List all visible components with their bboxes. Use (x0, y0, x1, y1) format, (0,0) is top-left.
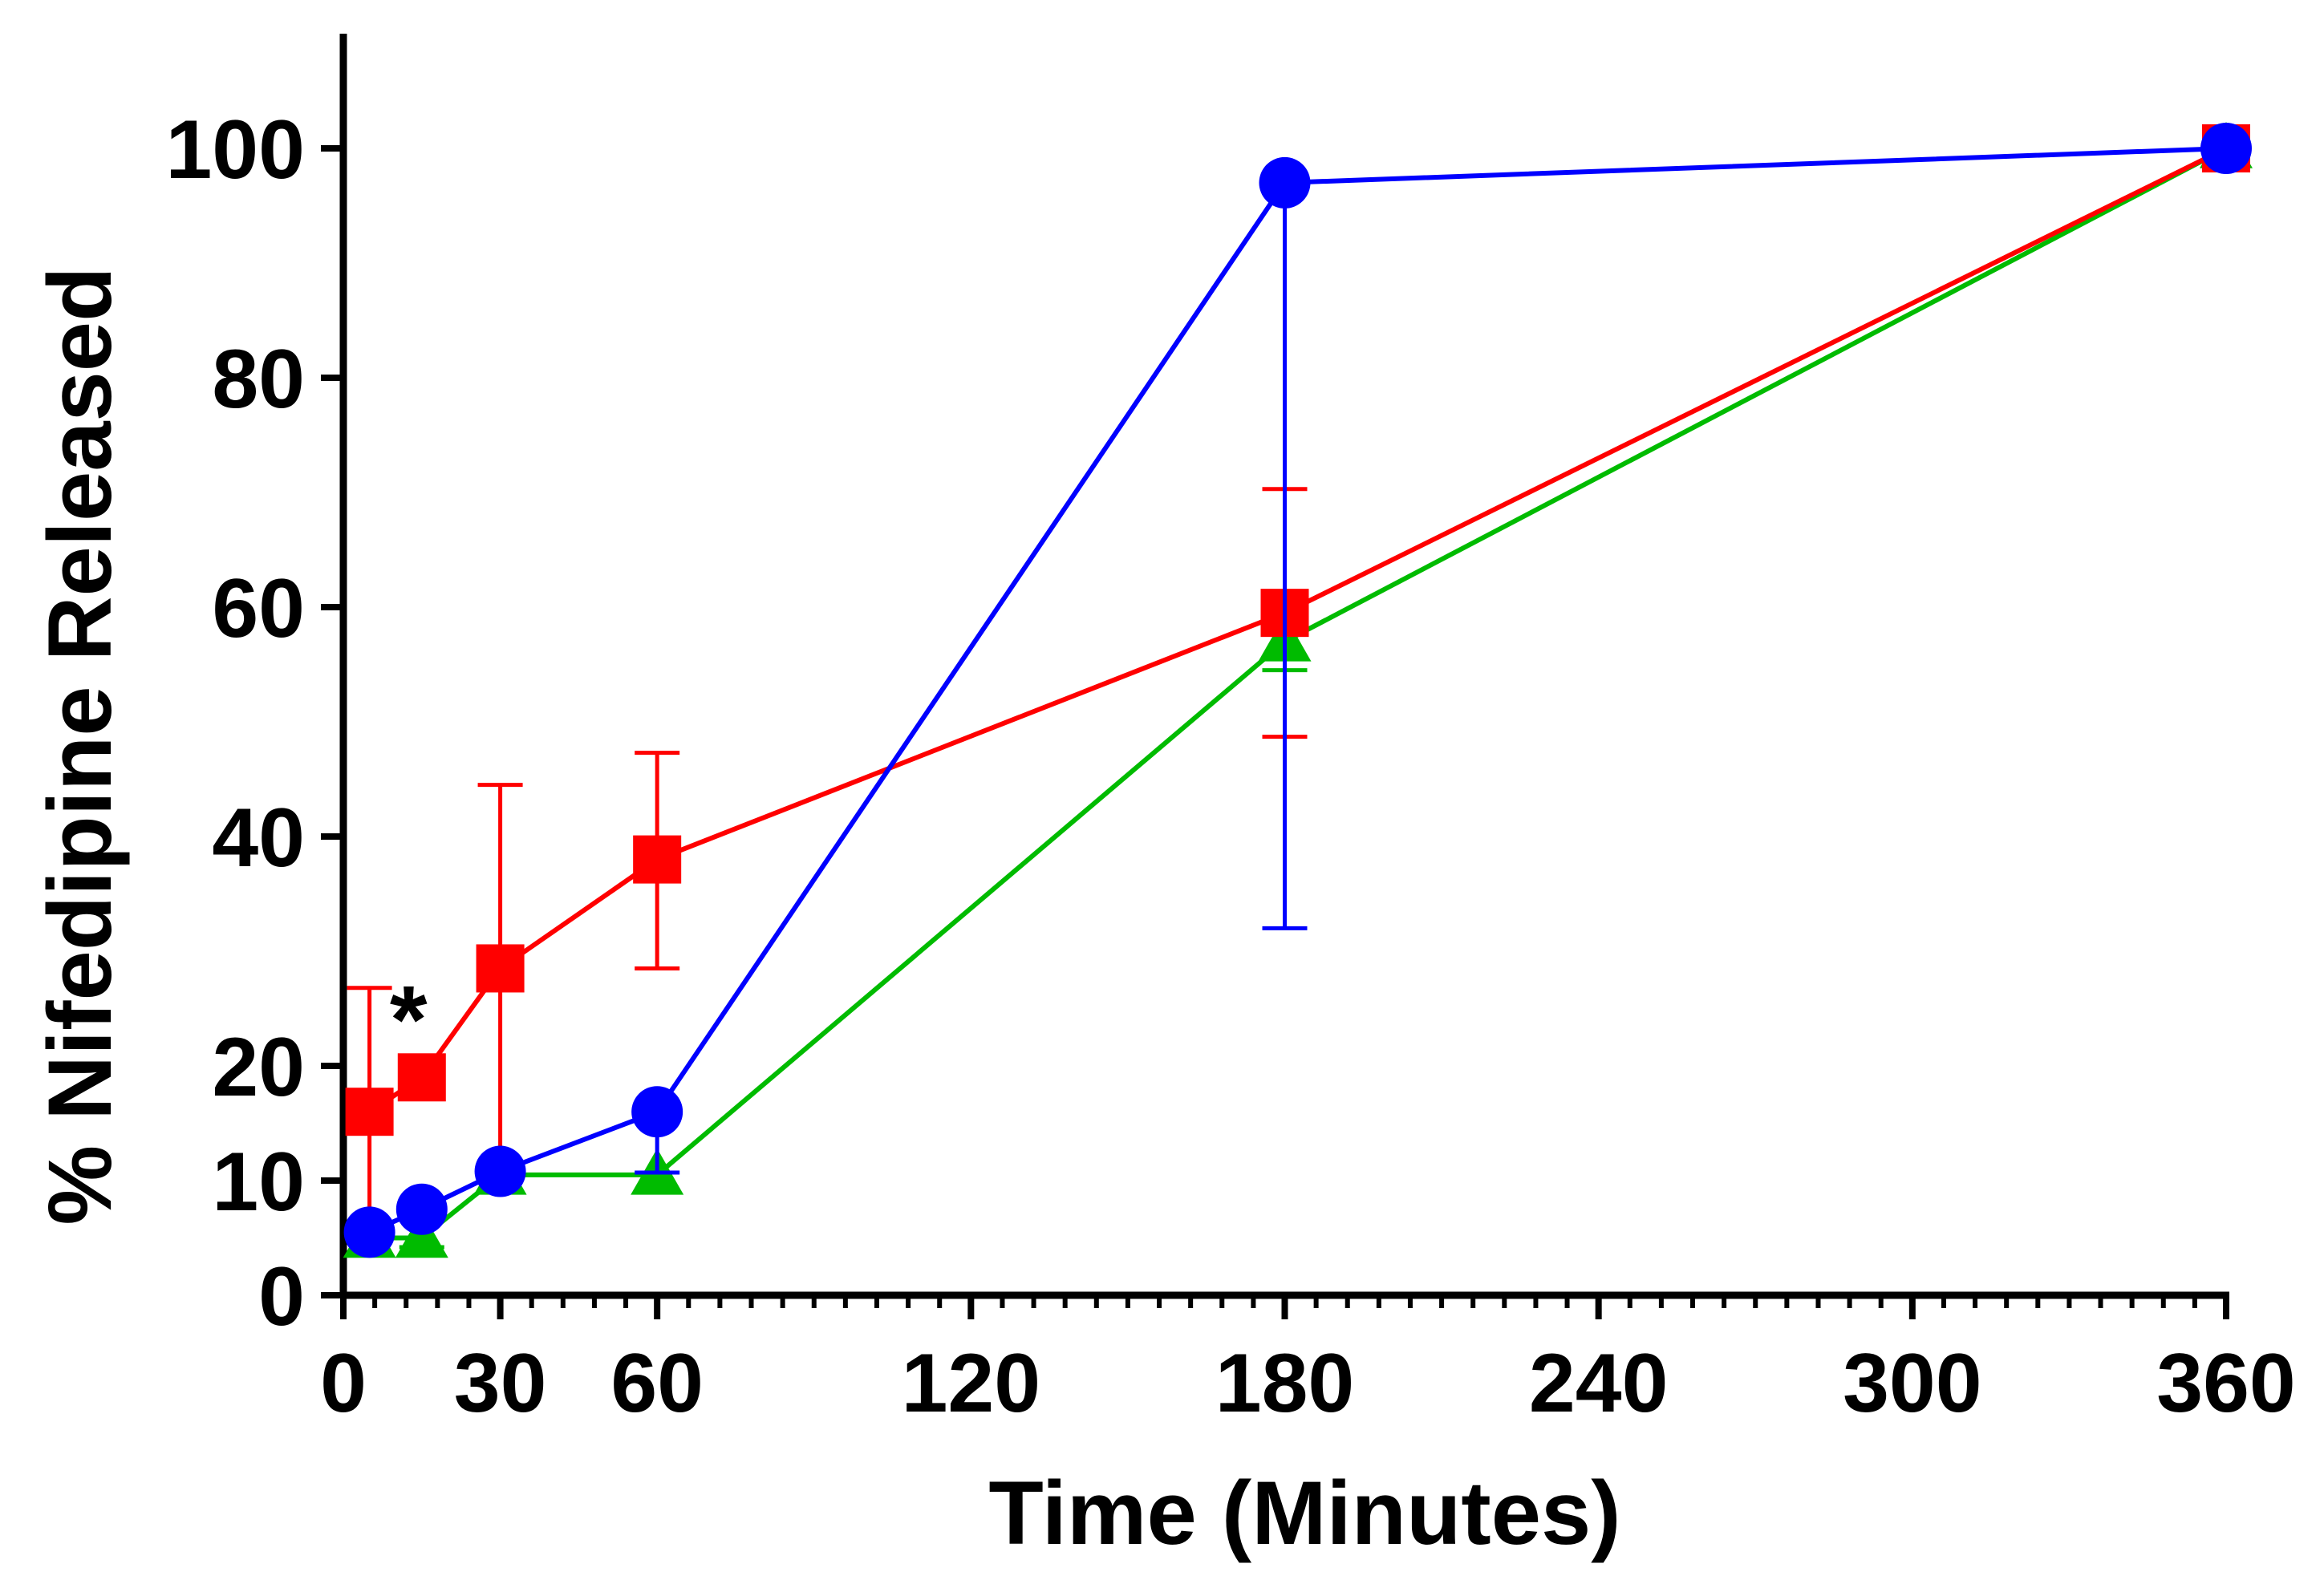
x-tick-label: 60 (610, 1337, 704, 1430)
x-tick-label: 240 (1529, 1337, 1669, 1430)
x-axis-title: Time (Minutes) (988, 1463, 1620, 1563)
series-blue (343, 123, 2252, 1258)
y-tick-label: 100 (165, 103, 305, 196)
x-tick-label: 360 (2156, 1337, 2296, 1430)
y-tick-label: 10 (212, 1136, 305, 1229)
series-green (343, 122, 2253, 1258)
x-tick-label: 180 (1215, 1337, 1355, 1430)
significance-annotation: * (390, 966, 428, 1074)
data-point-square (345, 1088, 394, 1136)
data-point-circle (474, 1145, 526, 1197)
data-point-circle (1259, 156, 1311, 209)
series-red (345, 124, 2250, 1229)
data-point-circle (631, 1086, 683, 1138)
series-line-blue (368, 146, 2227, 1235)
labels: 0 10 20 40 60 80 100 0 30 60 120 180 240 300 360 Time (… (30, 103, 2296, 1563)
y-tick-label: 20 (212, 1021, 305, 1114)
y-tick-label: 40 (212, 792, 305, 885)
data-point-square (397, 1053, 446, 1102)
series-layer (343, 122, 2253, 1258)
axes (321, 34, 2229, 1319)
data-point-circle (395, 1183, 448, 1235)
x-tick-label: 30 (454, 1337, 547, 1430)
data-point-circle (2200, 123, 2252, 174)
x-tick-label: 0 (320, 1337, 367, 1430)
y-tick-label: 60 (212, 562, 305, 655)
y-axis-title: % Nifedipine Released (30, 266, 130, 1225)
data-point-circle (343, 1206, 395, 1258)
y-tick-label: 80 (212, 333, 305, 426)
x-tick-label: 300 (1843, 1337, 1982, 1430)
y-tick-label: 0 (258, 1250, 305, 1343)
x-tick-label: 120 (902, 1337, 1041, 1430)
series-line-green (369, 146, 2228, 1241)
data-point-square (476, 944, 525, 993)
data-point-square (633, 835, 682, 884)
